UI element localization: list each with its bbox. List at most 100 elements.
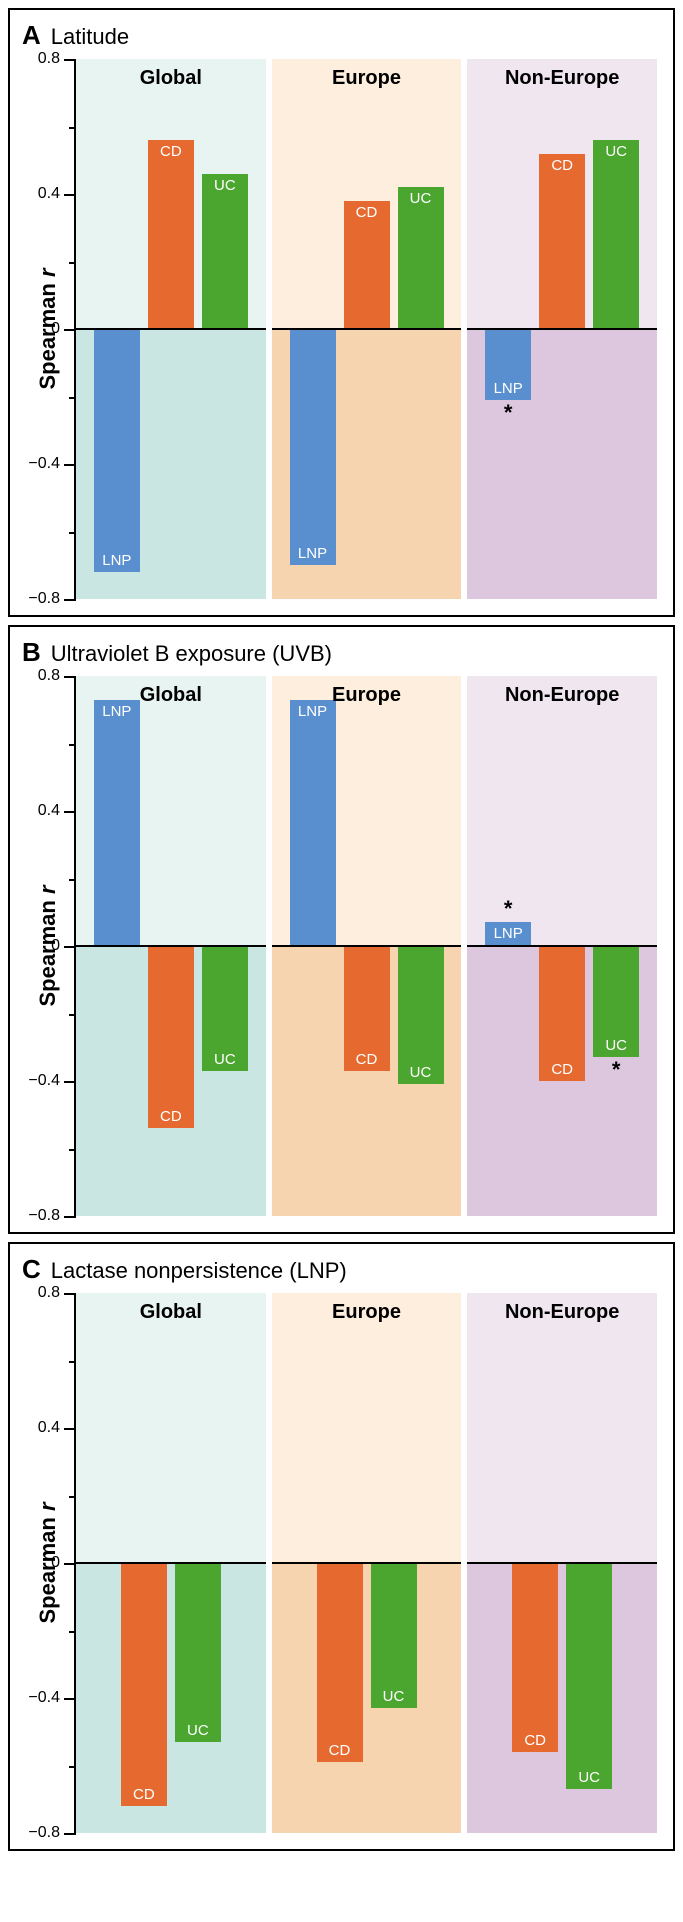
tick-label: −0.8 xyxy=(28,1207,60,1225)
tick-label: 0 xyxy=(51,320,60,338)
bar-CD: CD xyxy=(512,1563,558,1752)
sig-mark: * xyxy=(483,400,533,426)
bar-CD: CD xyxy=(344,946,390,1071)
tick-label: −0.8 xyxy=(28,590,60,608)
zero-line xyxy=(467,945,657,947)
bar-LNP: LNP xyxy=(485,922,531,946)
tick-label: 0.4 xyxy=(38,1419,60,1437)
tick-major xyxy=(64,1563,76,1565)
tick-minor xyxy=(69,1149,76,1151)
tick-minor xyxy=(69,879,76,881)
tick-label: −0.4 xyxy=(28,455,60,473)
tick-major xyxy=(64,599,76,601)
panel-title-row: C Lactase nonpersistence (LNP) xyxy=(22,1254,657,1285)
bar-UC: UC xyxy=(593,946,639,1057)
chart-area: Spearman r−0.8−0.400.40.8GlobalLNPCDUCEu… xyxy=(14,59,657,599)
region-header: Non-Europe xyxy=(467,59,657,90)
region-header: Non-Europe xyxy=(467,1293,657,1324)
tick-major xyxy=(64,1428,76,1430)
bar-LNP: LNP xyxy=(290,329,336,565)
zero-line xyxy=(76,1562,266,1564)
tick-label: −0.4 xyxy=(28,1689,60,1707)
bar-label-CD: CD xyxy=(539,154,585,177)
tick-major xyxy=(64,946,76,948)
y-axis: Spearman r−0.8−0.400.40.8 xyxy=(14,59,76,599)
bar-CD: CD xyxy=(539,946,585,1081)
region-non-europe: Non-EuropeLNP*CDUC* xyxy=(467,676,657,1216)
tick-major xyxy=(64,1833,76,1835)
chart-area: Spearman r−0.8−0.400.40.8GlobalCDUCEurop… xyxy=(14,1293,657,1833)
tick-major xyxy=(64,676,76,678)
tick-major xyxy=(64,194,76,196)
tick-label: 0 xyxy=(51,1554,60,1572)
tick-major xyxy=(64,329,76,331)
bar-label-LNP: LNP xyxy=(485,922,531,945)
region-header: Europe xyxy=(272,676,462,707)
region-header: Global xyxy=(76,676,266,707)
tick-label: −0.4 xyxy=(28,1072,60,1090)
panel-title: Lactase nonpersistence (LNP) xyxy=(51,1258,347,1284)
bar-UC: UC xyxy=(398,187,444,329)
sig-mark: * xyxy=(483,896,533,922)
tick-major xyxy=(64,1081,76,1083)
tick-label: 0.8 xyxy=(38,667,60,685)
tick-major xyxy=(64,1293,76,1295)
regions: GlobalLNPCDUCEuropeLNPCDUCNon-EuropeLNP*… xyxy=(76,59,657,599)
tick-major xyxy=(64,1698,76,1700)
bar-UC: UC xyxy=(202,174,248,329)
region-europe: EuropeCDUC xyxy=(272,1293,462,1833)
bar-LNP: LNP xyxy=(290,700,336,946)
region-global: GlobalCDUC xyxy=(76,1293,266,1833)
panel-letter: B xyxy=(22,637,41,668)
bar-label-UC: UC xyxy=(398,1061,444,1084)
bar-CD: CD xyxy=(317,1563,363,1762)
bar-label-CD: CD xyxy=(344,1048,390,1071)
bar-label-CD: CD xyxy=(539,1058,585,1081)
bar-label-UC: UC xyxy=(398,187,444,210)
bar-UC: UC xyxy=(202,946,248,1071)
tick-minor xyxy=(69,744,76,746)
bar-LNP: LNP xyxy=(94,700,140,946)
tick-minor xyxy=(69,1361,76,1363)
bar-UC: UC xyxy=(566,1563,612,1789)
tick-minor xyxy=(69,1631,76,1633)
bar-UC: UC xyxy=(371,1563,417,1708)
tick-major xyxy=(64,1216,76,1218)
sig-mark: * xyxy=(591,1057,641,1083)
bar-label-UC: UC xyxy=(202,1048,248,1071)
panel-title-row: A Latitude xyxy=(22,20,657,51)
regions: GlobalLNPCDUCEuropeLNPCDUCNon-EuropeLNP*… xyxy=(76,676,657,1216)
bar-CD: CD xyxy=(148,946,194,1128)
panel-title-row: B Ultraviolet B exposure (UVB) xyxy=(22,637,657,668)
bar-UC: UC xyxy=(398,946,444,1084)
panel-letter: A xyxy=(22,20,41,51)
region-non-europe: Non-EuropeLNP*CDUC xyxy=(467,59,657,599)
chart-area: Spearman r−0.8−0.400.40.8GlobalLNPCDUCEu… xyxy=(14,676,657,1216)
panel-letter: C xyxy=(22,1254,41,1285)
region-europe: EuropeLNP CD UC xyxy=(272,676,462,1216)
bar-label-CD: CD xyxy=(148,140,194,163)
region-non-europe: Non-Europe CDUC xyxy=(467,1293,657,1833)
zero-line xyxy=(272,328,462,330)
panel-title: Latitude xyxy=(51,24,129,50)
zero-line xyxy=(76,328,266,330)
bar-UC: UC xyxy=(175,1563,221,1742)
region-global: Global LNP CD UC xyxy=(76,59,266,599)
tick-label: −0.8 xyxy=(28,1824,60,1842)
tick-label: 0.8 xyxy=(38,1284,60,1302)
bar-label-CD: CD xyxy=(121,1783,167,1806)
bar-LNP: LNP xyxy=(94,329,140,572)
region-global: GlobalLNPCD UC xyxy=(76,676,266,1216)
bar-label-UC: UC xyxy=(202,174,248,197)
zero-line xyxy=(467,328,657,330)
bar-CD: CD xyxy=(148,140,194,329)
panel-C: CLactase nonpersistence (LNP)Spearman r−… xyxy=(8,1242,675,1851)
tick-major xyxy=(64,811,76,813)
bar-UC: UC xyxy=(593,140,639,329)
tick-major xyxy=(64,59,76,61)
panel-B: BUltraviolet B exposure (UVB)Spearman r−… xyxy=(8,625,675,1234)
tick-minor xyxy=(69,1496,76,1498)
region-header: Global xyxy=(76,59,266,90)
panel-title: Ultraviolet B exposure (UVB) xyxy=(51,641,332,667)
bar-label-UC: UC xyxy=(371,1685,417,1708)
